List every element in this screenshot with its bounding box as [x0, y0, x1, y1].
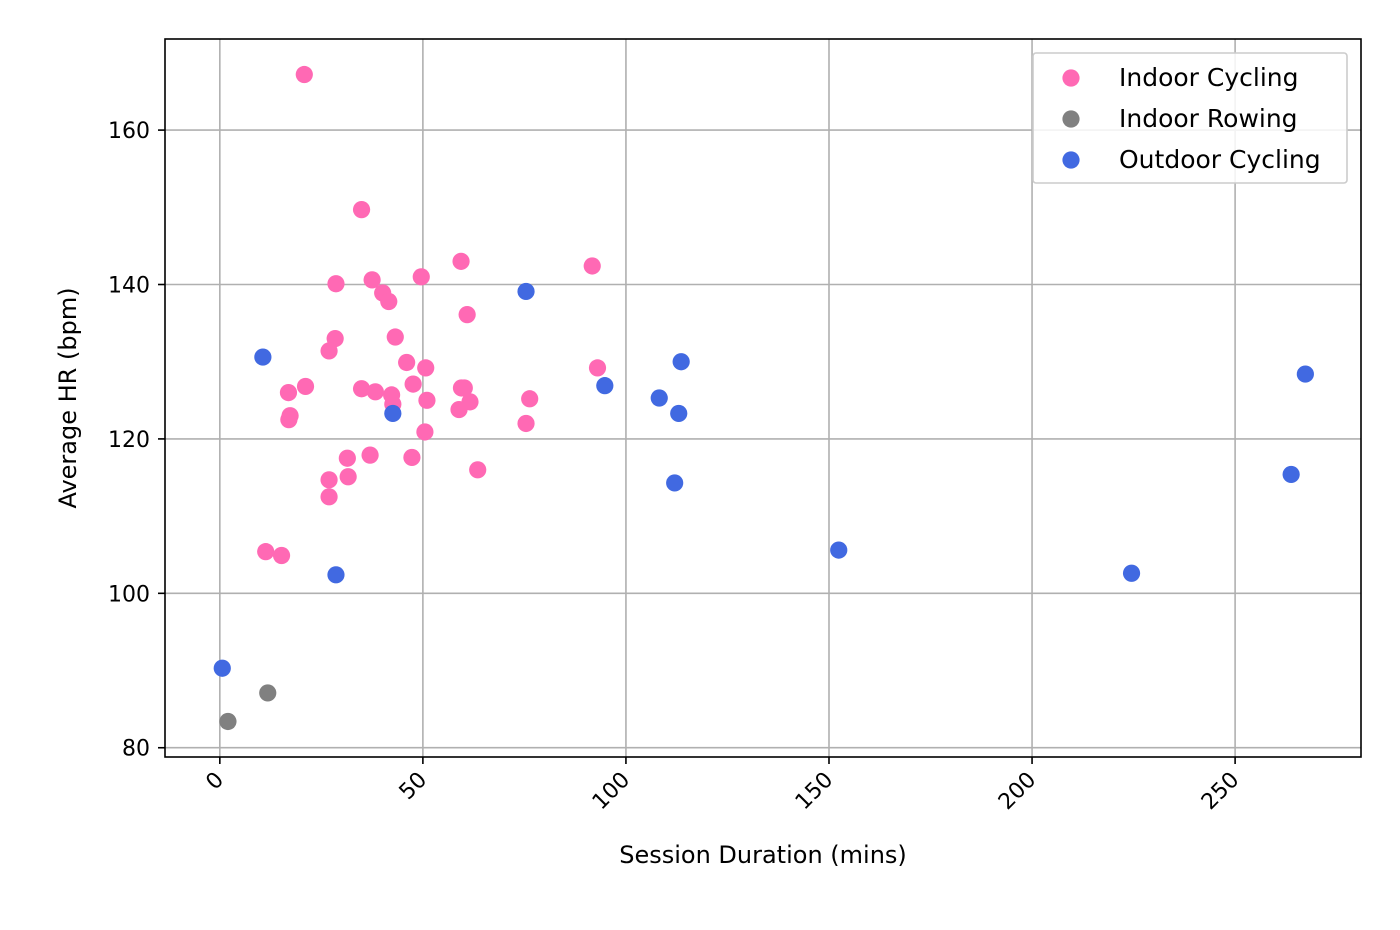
legend-label: Outdoor Cycling	[1119, 145, 1321, 174]
data-point	[588, 359, 607, 377]
y-tick-label: 120	[108, 428, 150, 453]
data-point	[650, 389, 668, 407]
data-point	[666, 474, 684, 492]
data-point	[830, 541, 848, 559]
data-point	[366, 383, 384, 401]
data-point	[339, 468, 357, 486]
data-point	[259, 684, 277, 702]
data-point	[416, 423, 434, 441]
data-point	[352, 201, 371, 219]
plot-frame	[164, 38, 1362, 758]
data-point	[338, 449, 356, 467]
data-point	[417, 359, 435, 377]
data-point	[213, 659, 231, 677]
data-point	[1122, 564, 1141, 582]
data-point	[412, 268, 430, 286]
data-point	[254, 348, 272, 366]
legend: Indoor Cycling Indoor Rowing Outdoor Cycli…	[1032, 52, 1348, 184]
data-point	[363, 271, 381, 289]
data-point	[280, 411, 298, 429]
series-indoor-rowing	[219, 684, 277, 731]
data-point	[320, 471, 338, 489]
data-point	[320, 488, 338, 506]
data-point	[670, 404, 688, 423]
data-point	[361, 446, 379, 464]
legend-label: Indoor Rowing	[1119, 104, 1298, 133]
data-point	[272, 546, 291, 565]
data-point	[403, 448, 421, 467]
y-tick-label: 140	[108, 274, 150, 299]
y-tick-label: 100	[108, 582, 150, 607]
data-point	[295, 65, 313, 84]
data-point	[450, 400, 468, 419]
data-point	[352, 380, 371, 398]
data-point	[327, 566, 345, 584]
data-point	[517, 414, 535, 433]
data-point	[257, 543, 275, 561]
series-outdoor-cycling	[213, 282, 1314, 677]
legend-box	[1032, 52, 1348, 184]
data-point	[327, 275, 345, 293]
data-point	[384, 404, 402, 423]
data-point	[296, 377, 315, 396]
data-point	[517, 282, 535, 301]
y-tick-label: 160	[108, 119, 150, 144]
legend-marker	[1062, 110, 1080, 128]
data-point	[1296, 365, 1314, 383]
data-point	[380, 292, 398, 311]
data-point	[596, 377, 614, 395]
data-point	[521, 390, 539, 408]
y-tick-label: 80	[122, 737, 150, 762]
legend-label: Indoor Cycling	[1119, 63, 1299, 92]
legend-marker	[1062, 151, 1080, 169]
data-point	[458, 306, 476, 324]
data-point	[279, 383, 298, 402]
data-point	[320, 342, 338, 360]
legend-marker	[1062, 69, 1080, 87]
data-point	[404, 375, 422, 393]
data-point	[583, 257, 601, 275]
data-point	[1282, 465, 1300, 484]
y-axis-label: Average HR (bpm)	[54, 287, 82, 508]
data-point	[455, 379, 473, 397]
data-point	[452, 252, 470, 270]
data-point	[672, 353, 690, 371]
data-point	[219, 712, 237, 731]
data-point	[418, 391, 436, 409]
data-points	[213, 65, 1314, 731]
data-point	[398, 353, 416, 372]
data-point	[469, 461, 487, 479]
data-point	[386, 328, 404, 346]
x-axis-label: Session Duration (mins)	[619, 841, 907, 869]
